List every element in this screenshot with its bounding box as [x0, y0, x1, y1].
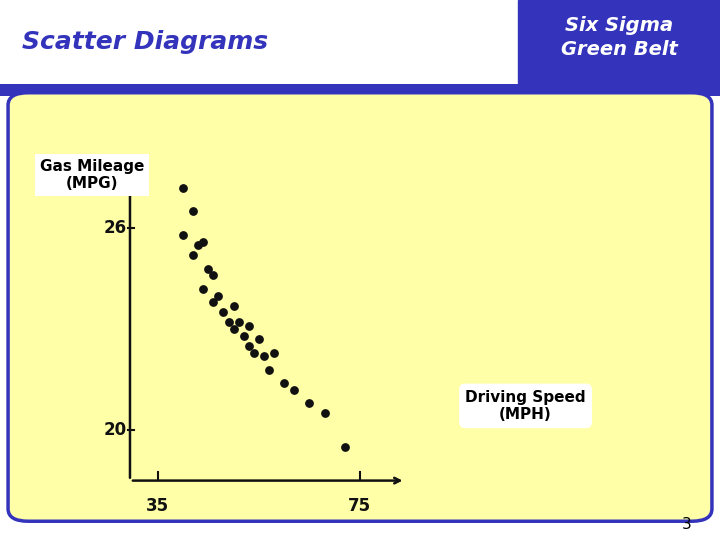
Text: Gas Mileage
(MPG): Gas Mileage (MPG): [40, 159, 144, 191]
Point: [192, 241, 204, 249]
Text: Driving Speed
(MPH): Driving Speed (MPH): [465, 390, 586, 422]
Text: 26: 26: [103, 219, 127, 237]
Point: [217, 308, 229, 317]
Point: [289, 386, 300, 394]
Point: [258, 352, 269, 360]
Point: [228, 301, 239, 310]
Text: 3: 3: [681, 517, 691, 532]
Point: [187, 251, 199, 260]
Point: [207, 271, 219, 280]
Point: [212, 291, 224, 300]
Point: [253, 335, 264, 343]
Point: [264, 365, 275, 374]
Text: 20: 20: [103, 421, 127, 439]
Point: [319, 409, 330, 417]
Point: [339, 443, 351, 451]
Point: [197, 238, 209, 246]
Point: [238, 332, 249, 340]
Point: [304, 399, 315, 408]
Point: [243, 342, 254, 350]
Point: [177, 231, 189, 239]
Point: [207, 298, 219, 307]
Point: [243, 321, 254, 330]
Text: 75: 75: [348, 497, 372, 515]
Text: Six Sigma
Green Belt: Six Sigma Green Belt: [561, 16, 678, 59]
Text: 35: 35: [146, 497, 169, 515]
Point: [269, 348, 280, 357]
Bar: [518, 0, 720, 84]
Point: [222, 318, 234, 327]
Point: [233, 318, 244, 327]
FancyBboxPatch shape: [8, 93, 712, 521]
Point: [248, 348, 259, 357]
Point: [202, 265, 214, 273]
Text: Scatter Diagrams: Scatter Diagrams: [22, 30, 268, 54]
Point: [197, 285, 209, 293]
Bar: [0, 0, 518, 84]
Point: [177, 184, 189, 192]
Point: [187, 207, 199, 216]
Point: [279, 379, 290, 387]
Point: [228, 325, 239, 334]
